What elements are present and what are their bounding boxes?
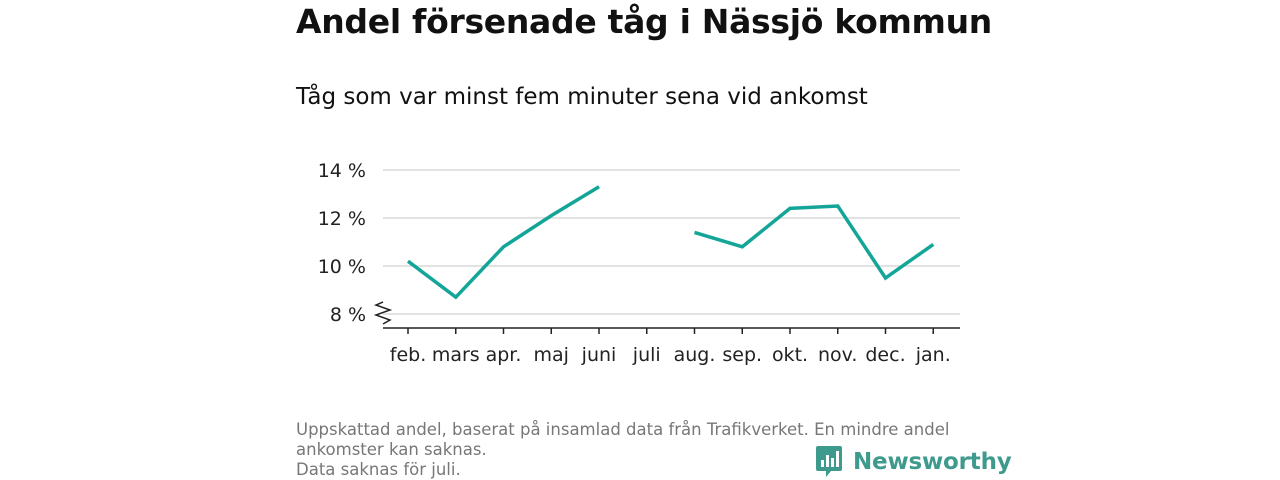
newsworthy-logo-text: Newsworthy xyxy=(853,449,1012,475)
footnote: Uppskattad andel, baserat på insamlad da… xyxy=(296,420,986,480)
footnote-line-3: Data saknas för juli. xyxy=(296,460,461,479)
axis-break-zigzag xyxy=(373,301,393,325)
x-tick-label: feb. xyxy=(390,344,426,366)
chart-title: Andel försenade tåg i Nässjö kommun xyxy=(296,2,993,41)
y-tick-label: 14 % xyxy=(318,160,366,182)
x-tick-label: mars xyxy=(432,344,480,366)
footnote-line-1: Uppskattad andel, baserat på insamlad da… xyxy=(296,420,950,439)
footnote-line-2: ankomster kan saknas. xyxy=(296,440,487,459)
chart-subtitle: Tåg som var minst fem minuter sena vid a… xyxy=(296,84,868,110)
series-line-segment-1 xyxy=(406,185,600,300)
newsworthy-logo-icon xyxy=(816,446,842,477)
x-tick-label: sep. xyxy=(722,344,762,366)
x-tick-label: okt. xyxy=(772,344,808,366)
x-tick-label: nov. xyxy=(818,344,857,366)
x-tick-label: aug. xyxy=(674,344,716,366)
x-tick-label: juni xyxy=(581,344,617,366)
x-tick-label: jan. xyxy=(915,344,951,366)
x-tick-label: apr. xyxy=(486,344,522,366)
series-line-segment-2 xyxy=(693,204,935,281)
x-tick-label: juli xyxy=(632,344,661,366)
y-tick-label: 12 % xyxy=(318,208,366,230)
newsworthy-logo: Newsworthy xyxy=(815,445,1012,479)
x-tick-label: dec. xyxy=(865,344,905,366)
y-tick-label: 8 % xyxy=(330,304,366,326)
x-tick-label: maj xyxy=(534,344,569,366)
y-tick-label: 10 % xyxy=(318,256,366,278)
